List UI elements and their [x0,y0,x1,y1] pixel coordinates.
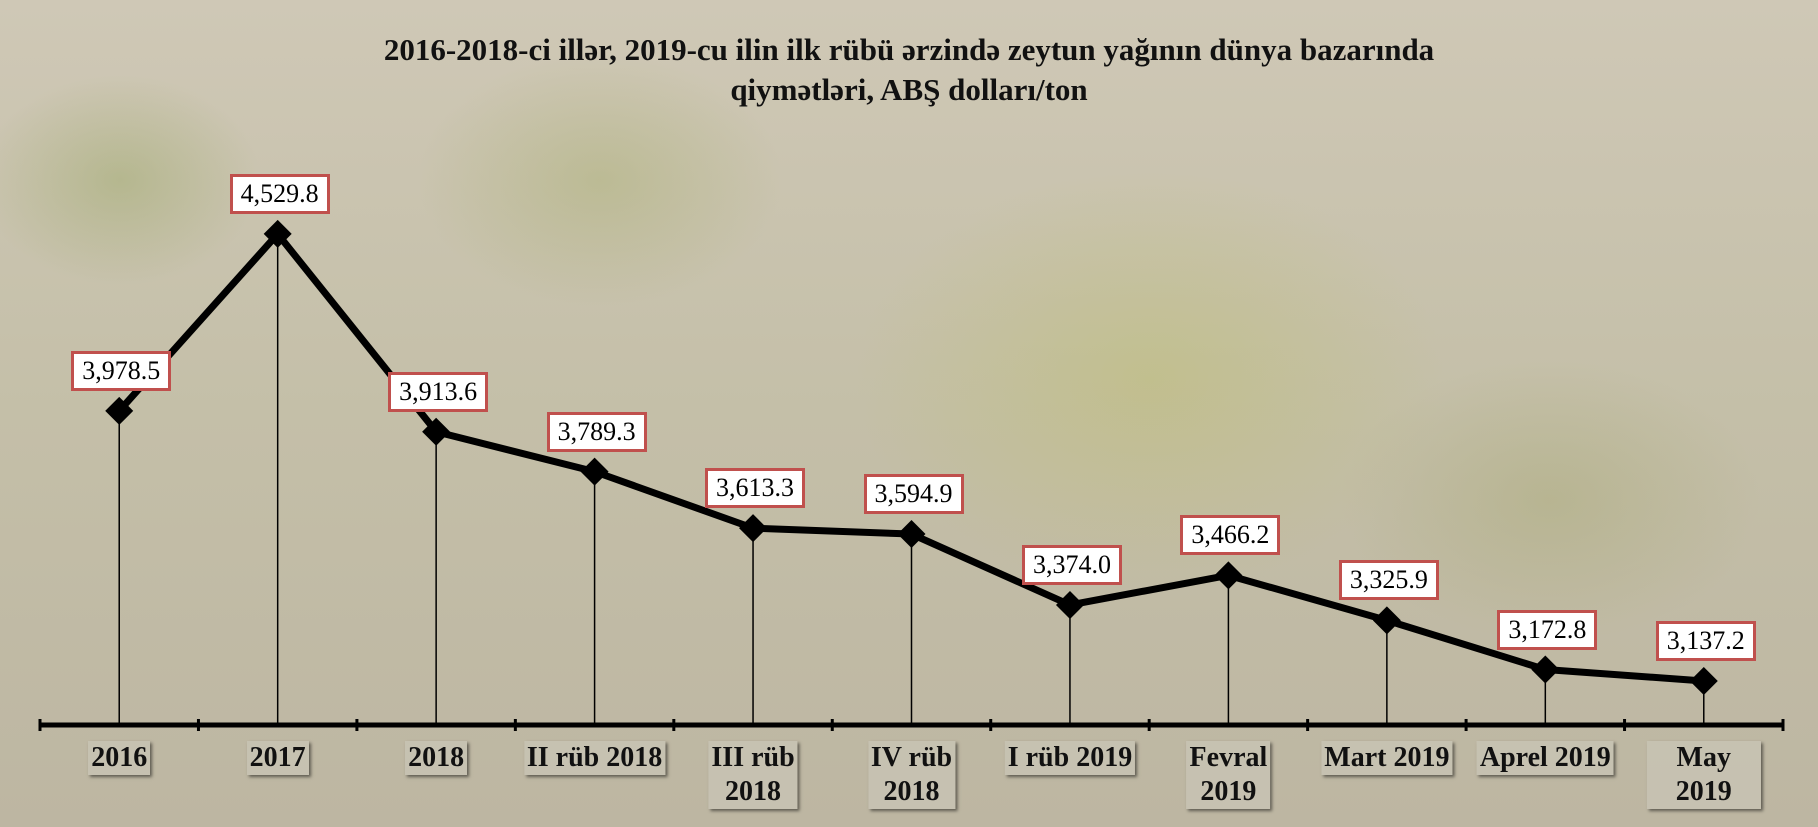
data-label: 3,466.2 [1180,515,1281,556]
x-tick-label: Fevral 2019 [1186,741,1271,809]
marker [1372,606,1401,635]
data-label: 3,374.0 [1021,544,1122,585]
x-tick-label: II rüb 2018 [523,741,666,775]
chart-title: 2016-2018-ci illər, 2019-cu ilin ilk rüb… [383,32,1435,107]
x-tick-label: Mart 2019 [1321,741,1453,775]
x-tick-label: IV rüb 2018 [867,741,956,809]
x-tick-label: 2018 [405,741,468,775]
marker [422,417,451,446]
data-label: 4,529.8 [229,173,330,214]
marker [105,396,134,425]
data-label: 3,978.5 [71,350,172,391]
x-tick-label: III rüb 2018 [708,741,798,809]
data-label: 3,789.3 [546,411,647,452]
x-tick-label: May 2019 [1646,741,1761,809]
data-label: 3,613.3 [705,468,806,509]
marker [1214,561,1243,590]
x-tick-label: I rüb 2019 [1004,741,1136,775]
marker [897,520,926,549]
marker [739,514,768,543]
marker [1689,666,1718,695]
data-label: 3,594.9 [863,474,964,515]
data-label: 3,913.6 [388,371,489,412]
x-tick-label: 2017 [246,741,309,775]
marker [263,219,292,248]
marker [580,457,609,486]
x-tick-label: Aprel 2019 [1476,741,1614,775]
x-tick-label: 2016 [88,741,151,775]
data-label: 3,172.8 [1497,609,1598,650]
data-label: 3,325.9 [1338,560,1439,601]
marker [1055,590,1084,619]
marker [1531,655,1560,684]
data-label: 3,137.2 [1655,620,1756,661]
